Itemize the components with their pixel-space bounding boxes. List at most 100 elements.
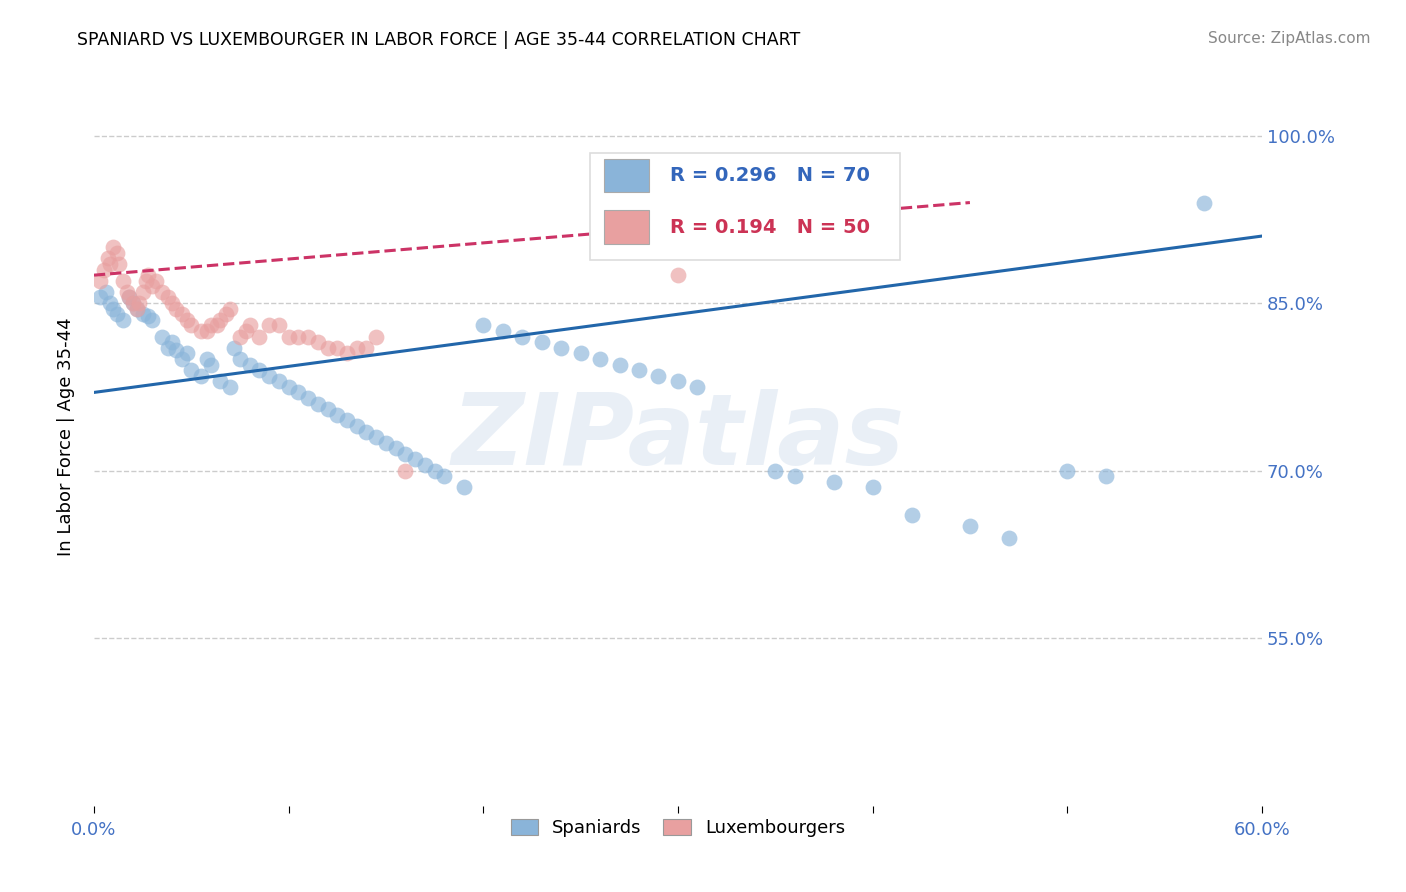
Point: [267, 374, 290, 388]
Point: [569, 346, 592, 360]
Point: [108, 257, 131, 271]
Point: [150, 329, 173, 343]
Point: [128, 296, 150, 310]
Point: [366, 329, 388, 343]
Point: [287, 329, 309, 343]
Point: [666, 268, 689, 282]
Point: [195, 351, 218, 366]
Point: [229, 329, 252, 343]
Point: [609, 358, 631, 372]
Point: [170, 307, 193, 321]
Y-axis label: In Labor Force | Age 35-44: In Labor Force | Age 35-44: [58, 318, 75, 557]
Point: [165, 343, 187, 357]
Point: [135, 274, 157, 288]
Point: [156, 341, 179, 355]
Point: [247, 363, 270, 377]
Point: [160, 296, 183, 310]
Point: [131, 285, 153, 299]
Point: [394, 464, 416, 478]
Point: [257, 318, 280, 333]
Point: [141, 313, 163, 327]
Point: [326, 341, 349, 355]
Text: R = 0.296   N = 70: R = 0.296 N = 70: [669, 166, 870, 185]
Point: [176, 346, 198, 360]
Point: [112, 274, 135, 288]
Point: [472, 318, 495, 333]
Point: [145, 274, 167, 288]
Point: [550, 341, 572, 355]
Point: [423, 464, 446, 478]
Point: [103, 240, 125, 254]
Point: [647, 368, 669, 383]
Point: [247, 329, 270, 343]
Point: [1192, 195, 1215, 210]
Point: [150, 285, 173, 299]
Point: [763, 464, 786, 478]
Legend: Spaniards, Luxembourgers: Spaniards, Luxembourgers: [503, 812, 852, 845]
Point: [180, 363, 202, 377]
Point: [195, 324, 218, 338]
Point: [138, 268, 160, 282]
Text: R = 0.194   N = 50: R = 0.194 N = 50: [669, 218, 870, 236]
Text: ZIPatlas: ZIPatlas: [451, 389, 904, 485]
Point: [138, 310, 160, 324]
Point: [235, 324, 257, 338]
Point: [131, 307, 153, 321]
Point: [209, 374, 232, 388]
Point: [783, 469, 806, 483]
Point: [374, 435, 396, 450]
Point: [823, 475, 845, 489]
Point: [118, 291, 141, 305]
Point: [277, 329, 299, 343]
FancyBboxPatch shape: [591, 153, 900, 260]
Point: [190, 368, 212, 383]
Point: [346, 341, 368, 355]
Point: [356, 425, 378, 439]
Point: [589, 351, 612, 366]
Point: [98, 257, 121, 271]
Point: [222, 341, 245, 355]
Point: [239, 318, 262, 333]
Point: [297, 329, 319, 343]
Text: SPANIARD VS LUXEMBOURGER IN LABOR FORCE | AGE 35-44 CORRELATION CHART: SPANIARD VS LUXEMBOURGER IN LABOR FORCE …: [77, 31, 800, 49]
Point: [287, 385, 309, 400]
Point: [200, 358, 222, 372]
Point: [239, 358, 262, 372]
Point: [176, 313, 198, 327]
Point: [510, 329, 533, 343]
Point: [366, 430, 388, 444]
Point: [277, 380, 299, 394]
Point: [356, 341, 378, 355]
Point: [346, 419, 368, 434]
Point: [118, 291, 141, 305]
Point: [1056, 464, 1078, 478]
Point: [93, 262, 115, 277]
Point: [326, 408, 349, 422]
Point: [316, 402, 339, 417]
Point: [404, 452, 426, 467]
Text: Source: ZipAtlas.com: Source: ZipAtlas.com: [1208, 31, 1371, 46]
Point: [219, 301, 242, 316]
Point: [307, 396, 329, 410]
Point: [89, 291, 111, 305]
Point: [160, 335, 183, 350]
FancyBboxPatch shape: [605, 159, 648, 192]
Point: [156, 291, 179, 305]
Point: [959, 519, 981, 533]
Point: [165, 301, 187, 316]
Point: [297, 391, 319, 405]
Point: [900, 508, 922, 523]
Point: [170, 351, 193, 366]
Point: [94, 285, 117, 299]
Point: [530, 335, 553, 350]
Point: [115, 285, 138, 299]
Point: [267, 318, 290, 333]
Point: [125, 301, 148, 316]
Point: [112, 313, 135, 327]
Point: [141, 279, 163, 293]
Point: [492, 324, 515, 338]
Point: [219, 380, 242, 394]
Point: [121, 296, 143, 310]
Point: [121, 296, 143, 310]
Point: [336, 346, 359, 360]
